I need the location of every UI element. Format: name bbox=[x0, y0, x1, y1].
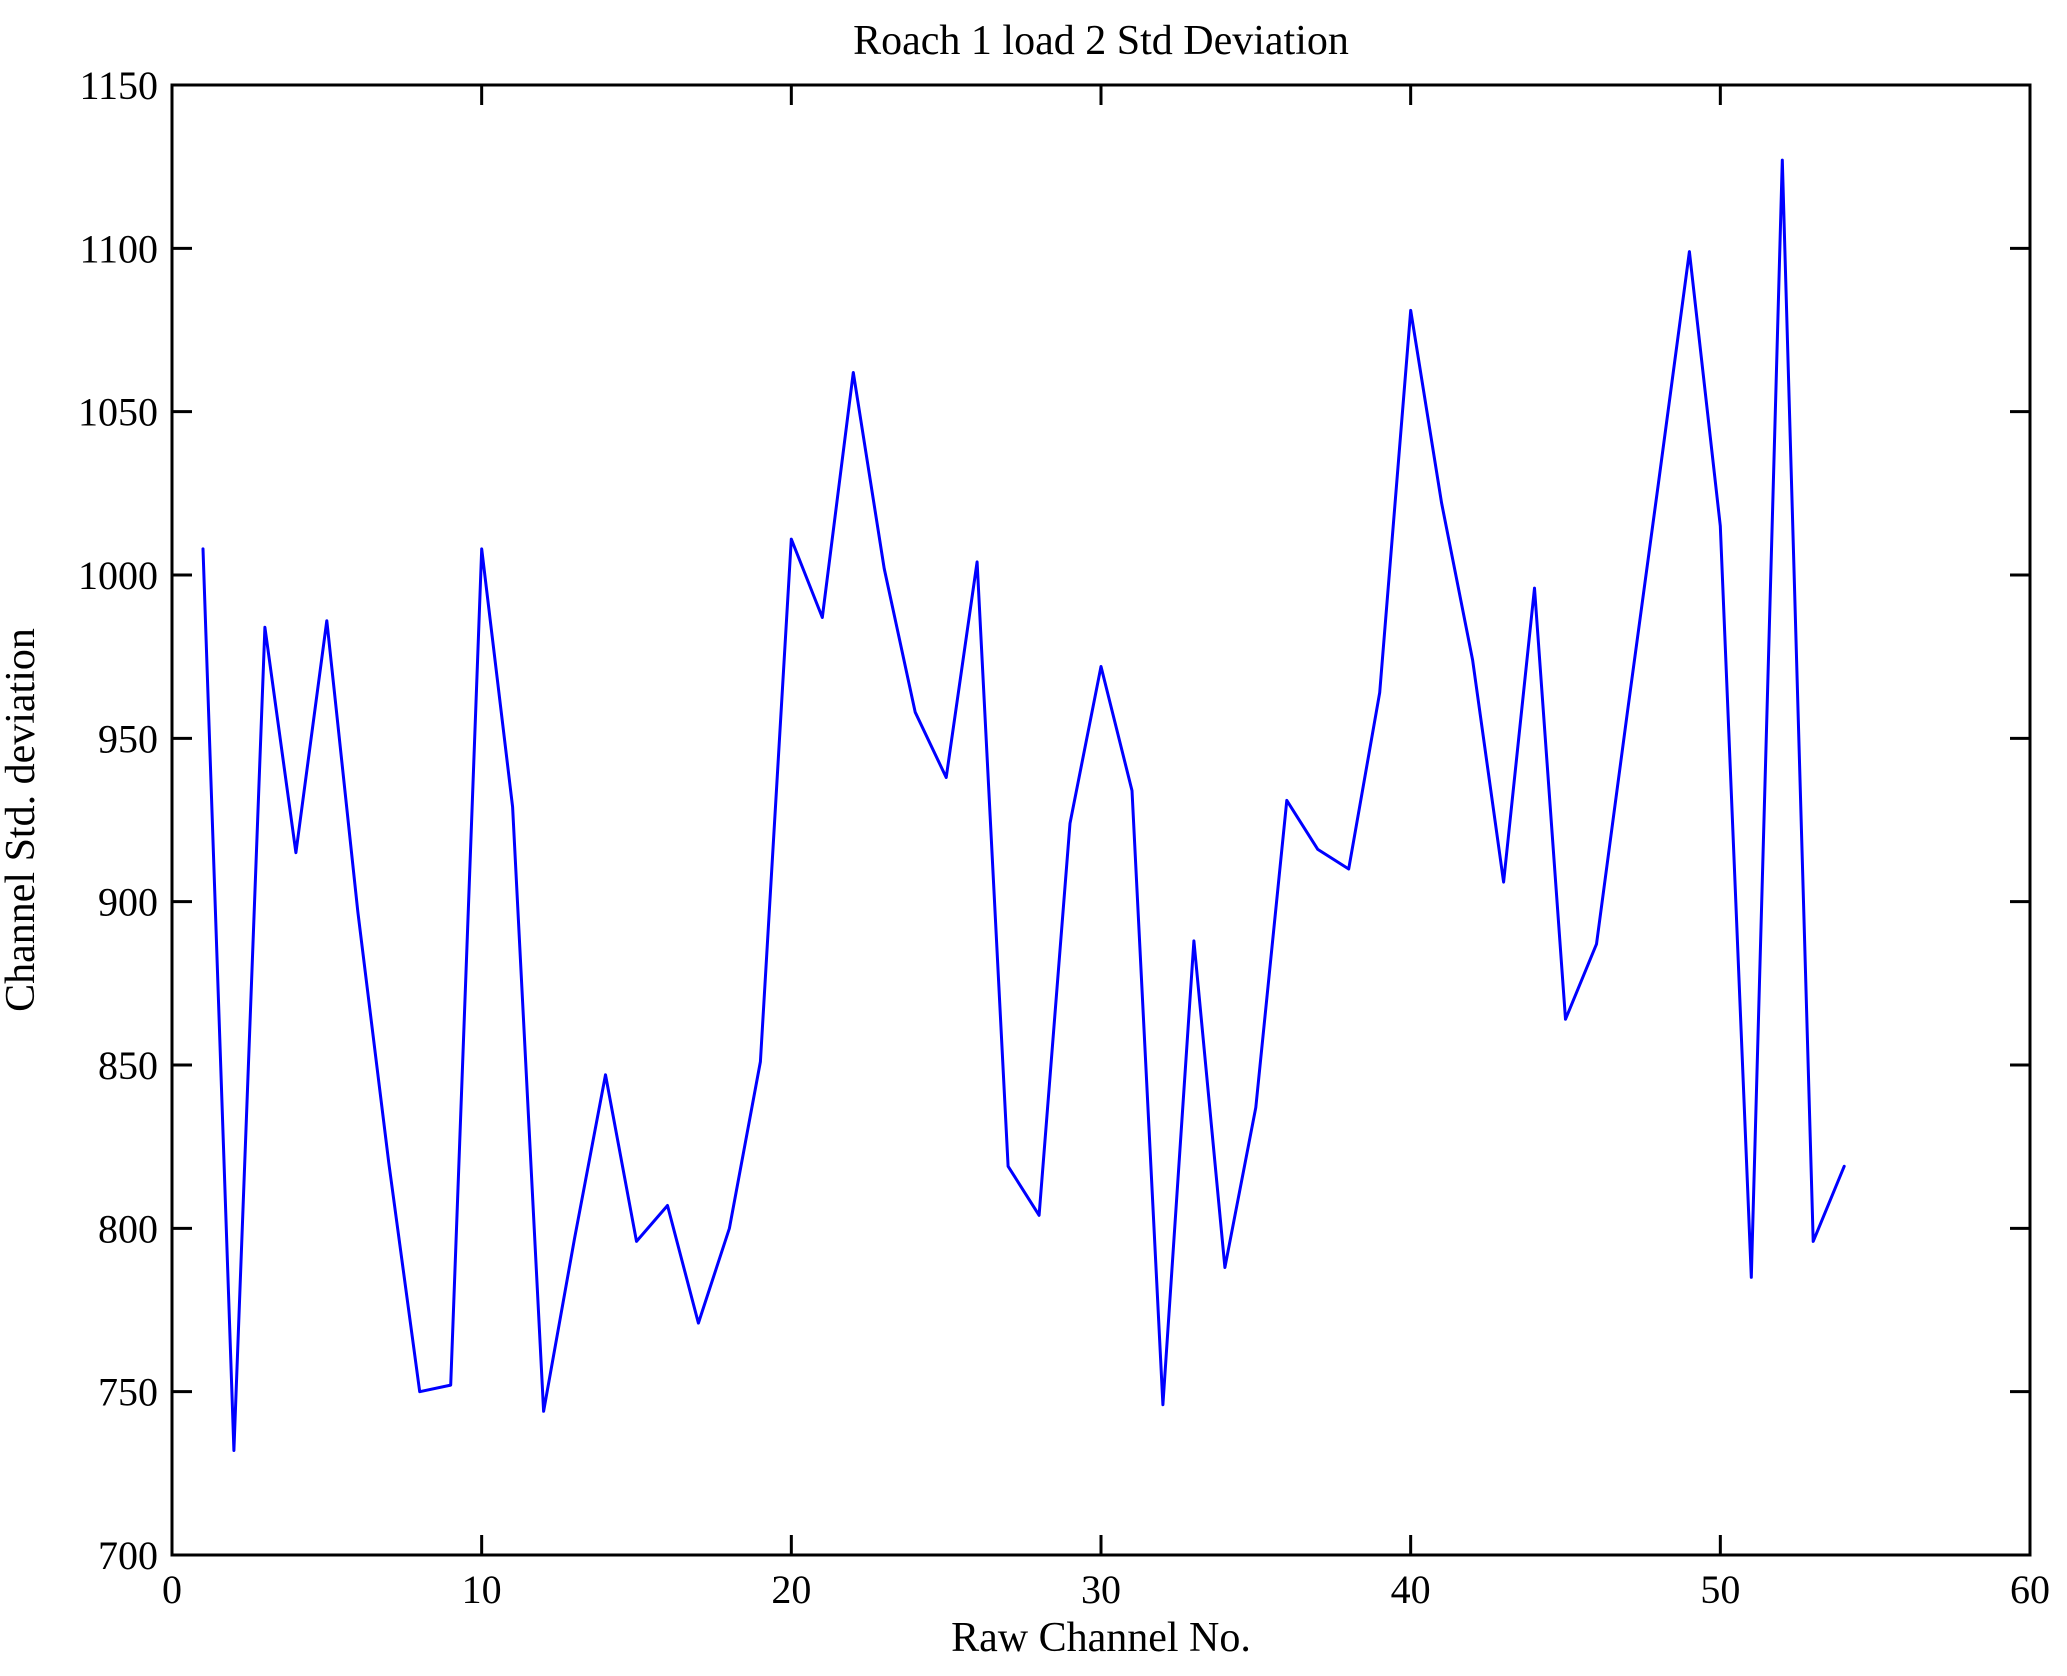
y-tick-label: 750 bbox=[98, 1370, 158, 1415]
y-axis-label: Channel Std. deviation bbox=[0, 628, 44, 1012]
y-tick-label: 1100 bbox=[79, 226, 158, 271]
plot-box bbox=[170, 83, 2032, 1557]
x-tick-label: 10 bbox=[462, 1567, 502, 1612]
plot-area: 0 10 20 30 40 50 60 700 750 800 850 900 950 1000 1050 1… bbox=[78, 63, 2050, 1612]
y-tick-label: 800 bbox=[98, 1206, 158, 1251]
x-tick-label: 20 bbox=[771, 1567, 811, 1612]
y-tick-label: 850 bbox=[98, 1043, 158, 1088]
y-tick-label: 950 bbox=[98, 716, 158, 761]
y-tick-label: 700 bbox=[98, 1533, 158, 1578]
y-tick-label: 1150 bbox=[79, 63, 158, 108]
x-tick-label: 30 bbox=[1081, 1567, 1121, 1612]
y-tick-label: 900 bbox=[98, 880, 158, 925]
x-tick-label: 50 bbox=[1700, 1567, 1740, 1612]
chart-title: Roach 1 load 2 Std Deviation bbox=[853, 18, 1349, 64]
x-tick-label: 0 bbox=[162, 1567, 182, 1612]
x-axis-label: Raw Channel No. bbox=[951, 1615, 1251, 1661]
x-tick-label: 60 bbox=[2010, 1567, 2050, 1612]
y-tick-label: 1050 bbox=[78, 390, 158, 435]
data-line bbox=[201, 158, 1846, 1452]
y-tick-label: 1000 bbox=[78, 553, 158, 598]
x-tick-label: 40 bbox=[1391, 1567, 1431, 1612]
